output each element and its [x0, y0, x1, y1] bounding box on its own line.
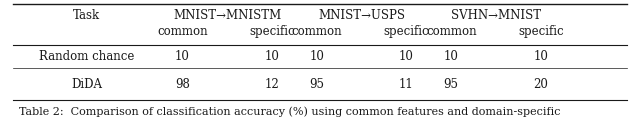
Text: 11: 11 [399, 78, 414, 91]
Text: specific: specific [518, 25, 564, 38]
Text: specific: specific [249, 25, 295, 38]
Text: 10: 10 [309, 50, 324, 63]
Text: DiDA: DiDA [71, 78, 102, 91]
Text: MNIST→USPS: MNIST→USPS [318, 9, 405, 22]
Text: SVHN→MNIST: SVHN→MNIST [451, 9, 541, 22]
Text: 10: 10 [444, 50, 459, 63]
Text: 10: 10 [264, 50, 280, 63]
Text: common: common [157, 25, 208, 38]
Text: 12: 12 [264, 78, 280, 91]
Text: 98: 98 [175, 78, 190, 91]
Text: 95: 95 [309, 78, 324, 91]
Text: 10: 10 [175, 50, 190, 63]
Text: 10: 10 [533, 50, 548, 63]
Text: common: common [291, 25, 342, 38]
Text: 20: 20 [533, 78, 548, 91]
Text: Table 2:  Comparison of classification accuracy (%) using common features and do: Table 2: Comparison of classification ac… [19, 106, 561, 117]
Text: MNIST→MNISTM: MNIST→MNISTM [173, 9, 282, 22]
Text: Task: Task [73, 9, 100, 22]
Text: specific: specific [383, 25, 429, 38]
Text: Random chance: Random chance [38, 50, 134, 63]
Text: common: common [426, 25, 477, 38]
Text: 95: 95 [444, 78, 459, 91]
Text: 10: 10 [399, 50, 414, 63]
